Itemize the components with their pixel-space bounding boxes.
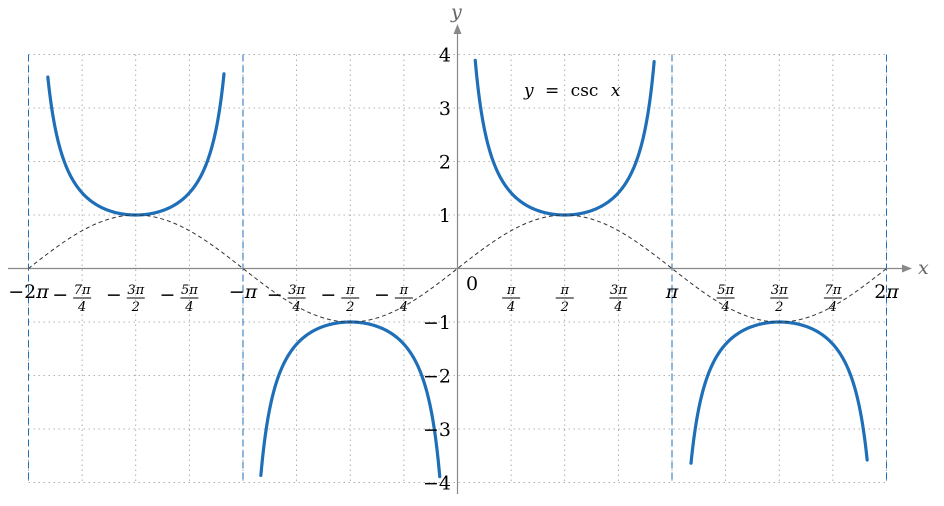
x-tick-denominator: 4 <box>506 300 515 315</box>
x-tick-denominator: 2 <box>560 300 569 315</box>
axes: x y <box>8 1 929 494</box>
function-label-eq: = <box>545 81 559 101</box>
x-tick-numerator: π <box>399 283 409 298</box>
x-tick-denominator: 4 <box>720 300 729 315</box>
y-axis-arrow <box>453 24 462 34</box>
x-tick-pi: π <box>244 281 258 303</box>
x-tick-numerator: 3π <box>127 283 144 298</box>
x-tick-denominator: 4 <box>399 300 408 315</box>
y-tick-label: −2 <box>423 366 451 388</box>
x-tick-label: π2 <box>555 283 574 315</box>
x-tick-numerator: 3π <box>771 283 788 298</box>
x-axis-arrow <box>902 264 912 273</box>
x-tick-label: −π <box>229 281 258 303</box>
x-tick-sign: − <box>374 284 390 306</box>
y-tick-label: −1 <box>423 312 451 334</box>
x-tick-label: −5π 4 <box>159 283 199 315</box>
x-tick-numerator: 3π <box>288 283 305 298</box>
y-tick-label: 3 <box>439 98 451 120</box>
x-tick-coef: 2 <box>874 281 886 303</box>
csc-curve <box>689 320 869 465</box>
x-tick-label: − π 2 <box>320 283 360 315</box>
x-tick-pi: π <box>885 281 899 303</box>
x-tick-denominator: 4 <box>613 300 622 315</box>
y-tick-label: 1 <box>439 205 451 227</box>
x-tick-sign: − <box>106 284 122 306</box>
x-tick-label: 5π4 <box>716 283 735 315</box>
x-tick-label: 2π <box>874 281 899 303</box>
x-tick-sign: − <box>52 284 68 306</box>
x-tick-sign: − <box>159 284 175 306</box>
x-tick-coef: 2 <box>24 281 36 303</box>
y-tick-label: 2 <box>439 152 451 174</box>
x-tick-sign: − <box>320 284 336 306</box>
function-label-lhs: y <box>523 81 534 101</box>
x-tick-denominator: 4 <box>291 300 300 315</box>
x-tick-label: −2π <box>8 281 49 303</box>
x-tick-label: −7π 4 <box>52 283 92 315</box>
csc-curve <box>473 58 656 217</box>
x-tick-label: − π 4 <box>374 283 413 315</box>
x-tick-sign: − <box>8 281 24 303</box>
x-tick-label: 3π4 <box>609 283 628 315</box>
x-tick-label: π <box>665 281 679 303</box>
x-tick-denominator: 4 <box>828 300 837 315</box>
x-tick-label: −3π 2 <box>106 283 145 315</box>
y-axis-label: y <box>450 1 462 23</box>
function-label-arg: x <box>611 81 621 101</box>
y-tick-label: −4 <box>423 473 451 495</box>
x-tick-numerator: 5π <box>181 283 198 298</box>
x-tick-numerator: 7π <box>824 283 841 298</box>
x-tick-denominator: 4 <box>77 300 86 315</box>
series-group <box>28 58 887 479</box>
x-tick-numerator: π <box>345 283 355 298</box>
x-tick-numerator: 5π <box>717 283 734 298</box>
x-tick-numerator: 7π <box>74 283 91 298</box>
x-tick-numerator: π <box>506 283 516 298</box>
x-tick-label: π4 <box>502 283 521 315</box>
x-tick-label: −3π 4 <box>267 283 306 315</box>
x-tick-denominator: 2 <box>131 300 140 315</box>
x-tick-pi: π <box>665 281 679 303</box>
x-tick-sign: − <box>267 284 283 306</box>
x-tick-denominator: 2 <box>774 300 783 315</box>
x-tick-denominator: 2 <box>345 300 354 315</box>
y-tick-label: −3 <box>423 419 451 441</box>
function-label-fn: csc <box>571 81 599 101</box>
x-tick-numerator: 3π <box>610 283 627 298</box>
x-tick-numerator: π <box>559 283 569 298</box>
y-tick-label: 4 <box>439 45 451 67</box>
x-tick-sign: − <box>229 281 245 303</box>
origin-label: 0 <box>466 273 478 295</box>
x-tick-label: 3π2 <box>770 283 789 315</box>
x-tick-pi: π <box>35 281 49 303</box>
x-axis-label: x <box>918 257 929 279</box>
x-tick-denominator: 4 <box>184 300 193 315</box>
function-label: y = csc x <box>523 81 621 101</box>
x-tick-label: 7π4 <box>823 283 842 315</box>
